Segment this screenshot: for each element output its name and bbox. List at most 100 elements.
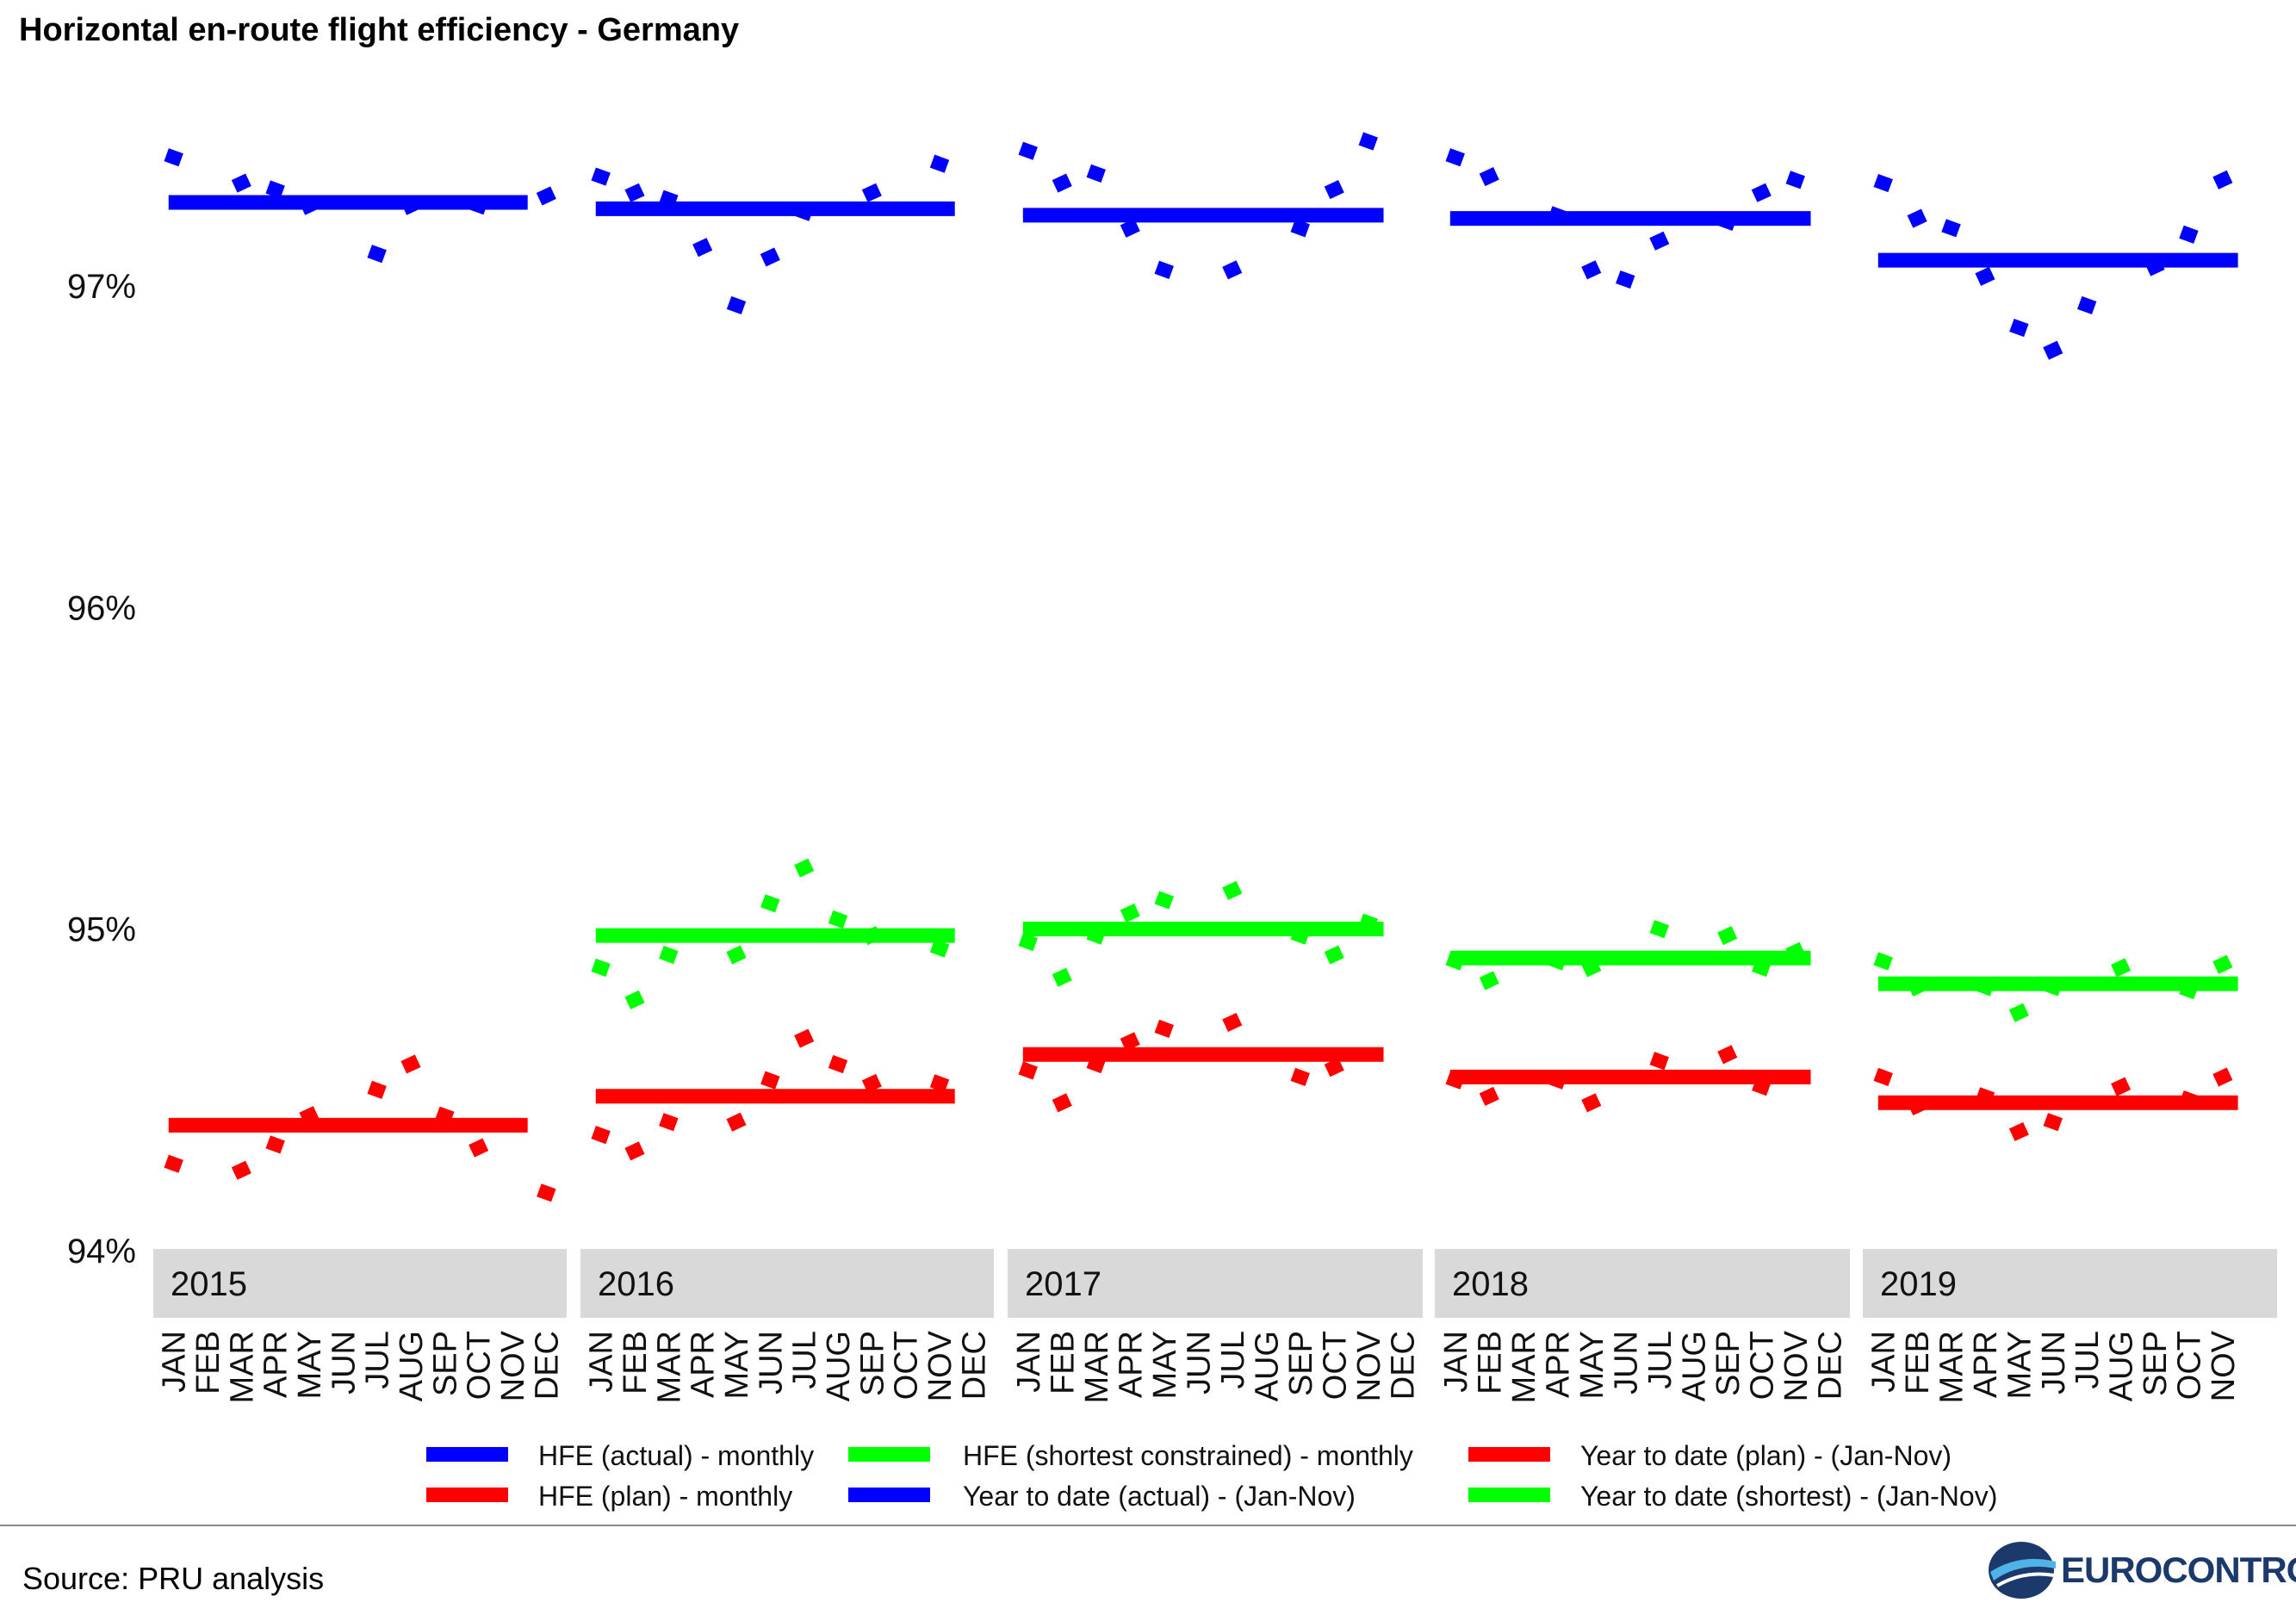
monthly-shortest-point [726, 945, 747, 965]
month-tick-label: MAY [1147, 1331, 1183, 1400]
monthly-shortest-point [591, 958, 611, 978]
monthly-actual-point [1290, 219, 1310, 238]
monthly-shortest-point [1120, 903, 1140, 923]
month-tick-label: NOV [922, 1330, 959, 1401]
monthly-actual-point [2179, 225, 2199, 244]
y-axis: 94% 95% 96% 97% [67, 268, 136, 1270]
monthly-actual-point [760, 247, 780, 267]
monthly-actual-point [1222, 260, 1243, 280]
panel-strip [153, 1249, 567, 1318]
monthly-plan-point [726, 1112, 747, 1132]
monthly-plan-point [1445, 1071, 1465, 1090]
monthly-actual-point [659, 189, 679, 208]
month-tick-label: SEP [1283, 1331, 1319, 1396]
monthly-shortest-point [1907, 977, 1927, 997]
monthly-actual-point [1649, 231, 1670, 251]
month-tick-label: NOV [1778, 1330, 1815, 1401]
month-tick-label: NOV [495, 1330, 531, 1401]
month-tick-label: JAN [1866, 1331, 1902, 1393]
monthly-plan-point [1873, 1067, 1893, 1086]
monthly-plan-point [929, 1074, 950, 1093]
monthly-shortest-point [1581, 958, 1602, 978]
monthly-actual-point [1941, 219, 1961, 238]
monthly-plan-point [1479, 1086, 1499, 1106]
monthly-actual-point [2144, 257, 2165, 276]
legend-item: HFE (plan) - monthly [426, 1481, 792, 1512]
eurocontrol-logo: EUROCONTROL [1985, 1536, 2296, 1605]
monthly-shortest-point [624, 990, 645, 1009]
monthly-shortest-point [1649, 920, 1669, 939]
legend-swatch [426, 1447, 508, 1462]
monthly-plan-point [2043, 1113, 2063, 1132]
month-tick-label: MAR [651, 1331, 687, 1403]
chart-title: Horizontal en-route flight efficiency - … [19, 12, 740, 48]
month-tick-label: MAY [719, 1331, 755, 1400]
month-tick-label: OCT [1744, 1331, 1780, 1400]
legend-item: Year to date (plan) - (Jan-Nov) [1468, 1440, 1952, 1471]
monthly-actual-point [469, 196, 488, 215]
monthly-actual-point [367, 245, 387, 264]
month-tick-label: MAY [292, 1331, 328, 1400]
monthly-plan-point [400, 1054, 421, 1074]
monthly-plan-point [659, 1113, 679, 1132]
month-tick-label: AUG [1676, 1331, 1712, 1401]
legend-swatch [848, 1447, 930, 1462]
month-tick-label: MAY [1574, 1331, 1610, 1400]
month-tick-label: JUL [787, 1331, 823, 1389]
month-tick-label: DEC [956, 1331, 992, 1400]
monthly-actual-point [1751, 183, 1772, 202]
legend-swatch [848, 1488, 930, 1502]
monthly-actual-point [1052, 173, 1072, 193]
month-tick-label: MAR [1506, 1331, 1542, 1403]
month-tick-label: AUG [394, 1331, 430, 1401]
monthly-shortest-point [659, 945, 679, 965]
legend-label: HFE (plan) - monthly [538, 1481, 792, 1512]
monthly-plan-point [2111, 1077, 2132, 1096]
month-tick-label: JUN [1181, 1331, 1217, 1394]
monthly-actual-point [1154, 260, 1174, 279]
monthly-shortest-point [828, 910, 848, 929]
monthly-actual-point [1445, 148, 1465, 167]
month-tick-label: SEP [1710, 1331, 1747, 1396]
monthly-plan-point [1290, 1067, 1310, 1086]
monthly-actual-point [400, 196, 421, 215]
monthly-shortest-point [794, 858, 815, 878]
monthly-actual-point [2009, 318, 2029, 338]
month-tick-label: JUL [360, 1331, 396, 1389]
month-tick-label: MAR [1934, 1331, 1970, 1403]
month-tick-label: APR [1540, 1331, 1576, 1398]
monthly-plan-point [1649, 1052, 1669, 1071]
monthly-plan-point [760, 1071, 780, 1090]
monthly-actual-point [164, 148, 183, 167]
month-tick-label: OCT [1317, 1331, 1353, 1400]
month-tick-label: JAN [157, 1331, 193, 1393]
monthly-plan-point [1052, 1093, 1072, 1113]
month-tick-label: AUG [1249, 1331, 1285, 1401]
monthly-plan-point [1717, 1045, 1738, 1065]
panel-strip [580, 1249, 994, 1318]
legend-item: HFE (shortest constrained) - monthly [848, 1440, 1413, 1471]
month-tick-label: JAN [1438, 1331, 1474, 1393]
monthly-plan-point [828, 1054, 848, 1074]
legend-label: Year to date (actual) - (Jan-Nov) [963, 1481, 1356, 1512]
monthly-shortest-point [1479, 971, 1499, 991]
month-tick-label: JUN [326, 1331, 362, 1394]
legend-label: Year to date (shortest) - (Jan-Nov) [1580, 1481, 1997, 1512]
monthly-shortest-point [760, 894, 780, 913]
monthly-shortest-point [1086, 926, 1106, 945]
monthly-plan-point [435, 1106, 455, 1125]
month-tick-label: APR [1968, 1331, 2004, 1398]
monthly-plan-point [1581, 1093, 1602, 1113]
monthly-shortest-point [1154, 891, 1174, 910]
monthly-shortest-point [1052, 967, 1072, 987]
monthly-actual-point [929, 154, 950, 173]
legend-label: Year to date (plan) - (Jan-Nov) [1580, 1440, 1952, 1471]
month-tick-label: SEP [2138, 1331, 2174, 1396]
month-tick-label: FEB [190, 1331, 226, 1394]
monthly-shortest-point [1358, 913, 1378, 932]
monthly-shortest-point [2212, 954, 2233, 974]
monthly-actual-point [2077, 295, 2097, 315]
monthly-actual-point [2212, 170, 2233, 189]
month-tick-label: MAR [224, 1331, 260, 1403]
